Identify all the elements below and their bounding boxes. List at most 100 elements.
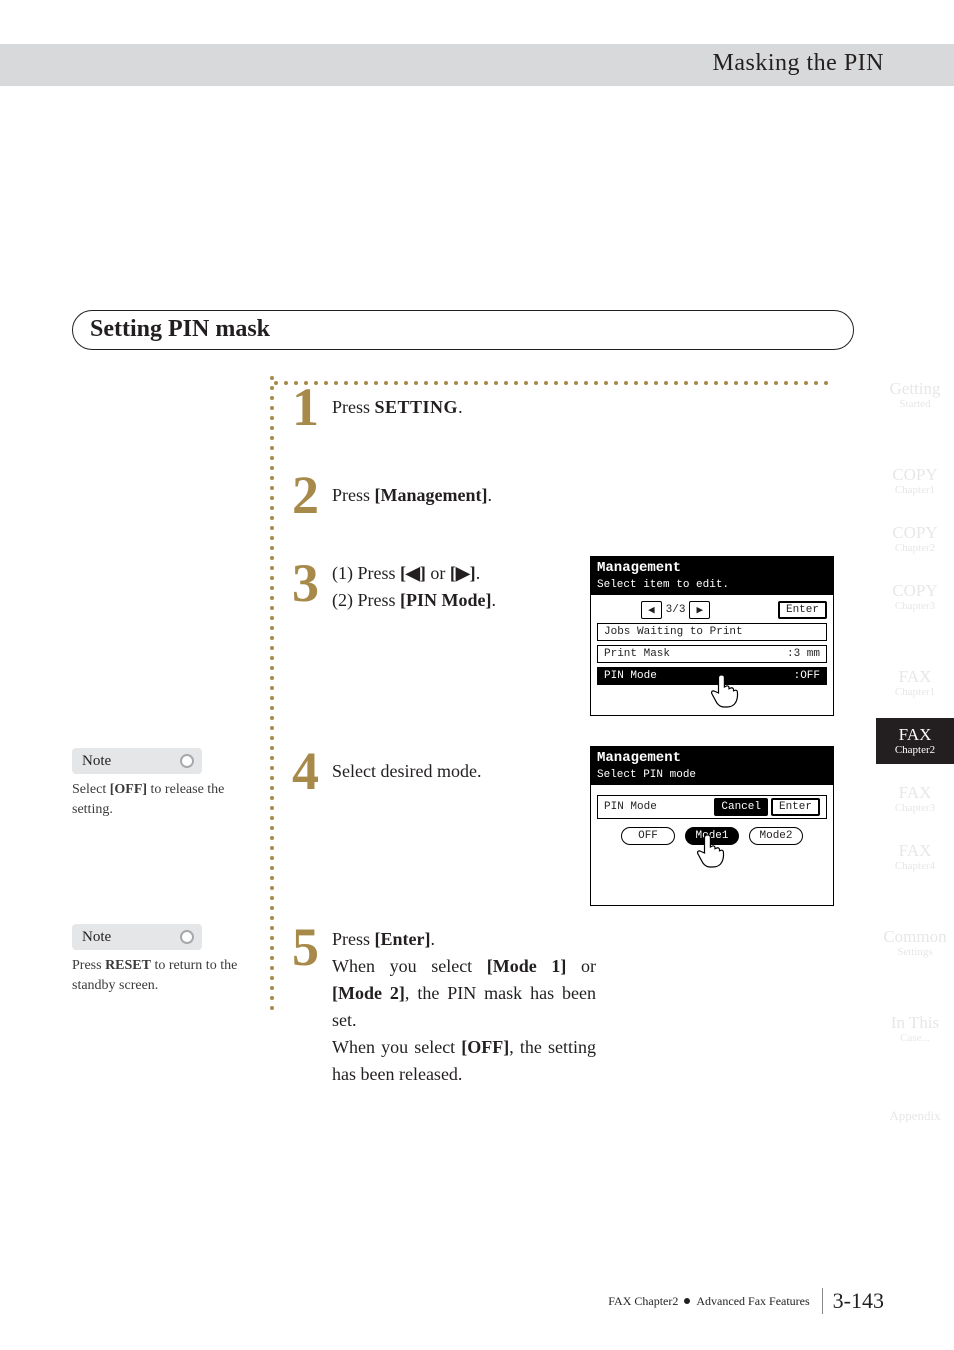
tab-fax-ch1[interactable]: FAXChapter1 (876, 660, 954, 706)
s3-l1-a: (1) Press (332, 563, 400, 583)
lcd2-enter-button[interactable]: Enter (771, 798, 820, 816)
tab-t1b: Started (899, 399, 930, 410)
tab-getting-started[interactable]: GettingStarted (876, 372, 954, 418)
section-heading: Setting PIN mask (90, 316, 270, 343)
step-2-text-a: Press (332, 485, 375, 505)
lcd1-row-printmask[interactable]: Print Mask:3 mm (597, 645, 827, 663)
lcd1-title: Management (591, 557, 833, 579)
s3-l1-c: or (426, 563, 450, 583)
step-2-button-ref: [Management] (375, 485, 488, 505)
step-4-text: Select desired mode. (332, 758, 481, 785)
tab-t7b: Chapter3 (895, 803, 935, 814)
footer-section: Advanced Fax Features (696, 1294, 809, 1309)
lcd2-opt-mode2[interactable]: Mode2 (749, 827, 803, 845)
tab-appendix[interactable]: Appendix (876, 1092, 954, 1138)
step-3-text: (1) Press [◀] or [▶]. (2) Press [PIN Mod… (332, 560, 572, 614)
step-2-text-c: . (487, 485, 492, 505)
tab-t8b: Chapter4 (895, 861, 935, 872)
footer-dot-icon (684, 1298, 690, 1304)
pointer-hand-icon (695, 833, 725, 869)
tab-fax-ch3[interactable]: FAX Chapter3 (876, 776, 954, 822)
s5-l3-a: When you select (332, 1037, 461, 1057)
s5-l1-b: [Enter] (375, 929, 431, 949)
s3-l2-c: . (491, 590, 496, 610)
tab-in-this-case[interactable]: In This Case... (876, 1006, 954, 1052)
footer-chapter: FAX Chapter2 (608, 1294, 678, 1309)
lcd1-row2-l: Print Mask (604, 648, 670, 660)
tab-fax-ch4[interactable]: FAX Chapter4 (876, 834, 954, 880)
note-knob-icon (180, 930, 194, 944)
lcd2-row-l: PIN Mode (604, 801, 657, 813)
n1-a: Select (72, 782, 110, 797)
lcd-screen-1: Management Select item to edit. ◀ 3/3 ▶ … (590, 556, 834, 716)
footer-page: 3-143 (822, 1288, 884, 1314)
step-5-text: Press [Enter]. When you select [Mode 1] … (332, 926, 596, 1088)
note-1-label: Note (82, 753, 111, 770)
s5-l1-a: Press (332, 929, 375, 949)
s3-l1-b: [◀] (400, 563, 426, 583)
tab-copy-ch1[interactable]: COPY Chapter1 (876, 458, 954, 504)
s5-l2-b: [Mode 1] (487, 956, 567, 976)
tab-t3b: Chapter2 (895, 543, 935, 554)
s5-l3-b: [OFF] (461, 1037, 509, 1057)
tab-common-settings[interactable]: Common Settings (876, 920, 954, 966)
s3-l1-d: [▶] (450, 563, 476, 583)
lcd1-row3-r: :OFF (794, 670, 820, 682)
note-1-body: Select [OFF] to release the setting. (72, 780, 252, 821)
tab-t2b: Chapter1 (895, 485, 935, 496)
step-1-text-a: Press (332, 397, 375, 417)
tab-t2: COPY (892, 466, 937, 483)
tab-t8: FAX (899, 842, 932, 859)
lcd2-cancel-button[interactable]: Cancel (714, 798, 768, 816)
tab-t9: Common (883, 928, 946, 945)
n2-a: Press (72, 958, 105, 973)
s3-l2-a: (2) Press (332, 590, 400, 610)
lcd1-row1: Jobs Waiting to Print (604, 626, 743, 638)
lcd1-page: 3/3 (666, 604, 686, 616)
tab-t9b: Settings (897, 947, 932, 958)
step-5-number: 5 (292, 920, 319, 974)
note-2-pill: Note (72, 924, 202, 950)
tab-copy-ch3[interactable]: COPYChapter3 (876, 574, 954, 620)
page-title: Masking the PIN (713, 50, 885, 77)
note-knob-icon (180, 754, 194, 768)
lcd2-row-pinmode: PIN Mode Cancel Enter (597, 795, 827, 819)
tab-t6: FAX (899, 726, 932, 743)
lcd1-right-button[interactable]: ▶ (689, 601, 710, 619)
s5-l1-c: . (431, 929, 436, 949)
lcd2-opt-off[interactable]: OFF (621, 827, 675, 845)
tab-fax-ch2[interactable]: FAX Chapter2 (876, 718, 954, 764)
pointer-hand-icon (709, 673, 739, 709)
note-2-body: Press RESET to return to the standby scr… (72, 956, 252, 997)
lcd2-subtitle: Select PIN mode (591, 769, 833, 785)
lcd2-title: Management (591, 747, 833, 769)
n1-b: [OFF] (110, 782, 147, 797)
note-1-pill: Note (72, 748, 202, 774)
dots-horizontal (274, 372, 834, 376)
tab-t3: COPY (892, 524, 937, 541)
tab-t6b: Chapter2 (895, 745, 935, 756)
s3-l1-e: . (476, 563, 481, 583)
s5-l2-c: or (566, 956, 596, 976)
step-1-number: 1 (292, 380, 319, 434)
step-2-text: Press [Management]. (332, 482, 492, 509)
step-3-number: 3 (292, 556, 319, 610)
tab-t10: In This (891, 1014, 939, 1031)
tab-t10b: Case... (900, 1033, 930, 1044)
tab-t11: Appendix (889, 1109, 940, 1122)
lcd1-subtitle: Select item to edit. (591, 579, 833, 595)
s5-l2-d: [Mode 2] (332, 983, 405, 1003)
lcd1-left-button[interactable]: ◀ (641, 601, 662, 619)
lcd-screen-2: Management Select PIN mode PIN Mode Canc… (590, 746, 834, 906)
tab-t4: COPY (892, 582, 937, 599)
tab-t5b: Chapter1 (895, 687, 935, 698)
dots-vertical (270, 376, 274, 1016)
footer: FAX Chapter2 Advanced Fax Features 3-143 (608, 1288, 884, 1314)
lcd1-row-jobs[interactable]: Jobs Waiting to Print (597, 623, 827, 641)
tab-t7: FAX (899, 784, 932, 801)
n2-b: RESET (105, 958, 151, 973)
note-2-label: Note (82, 929, 111, 946)
lcd1-enter-button[interactable]: Enter (778, 601, 827, 619)
tab-copy-ch2[interactable]: COPY Chapter2 (876, 516, 954, 562)
s5-l2-a: When you select (332, 956, 487, 976)
